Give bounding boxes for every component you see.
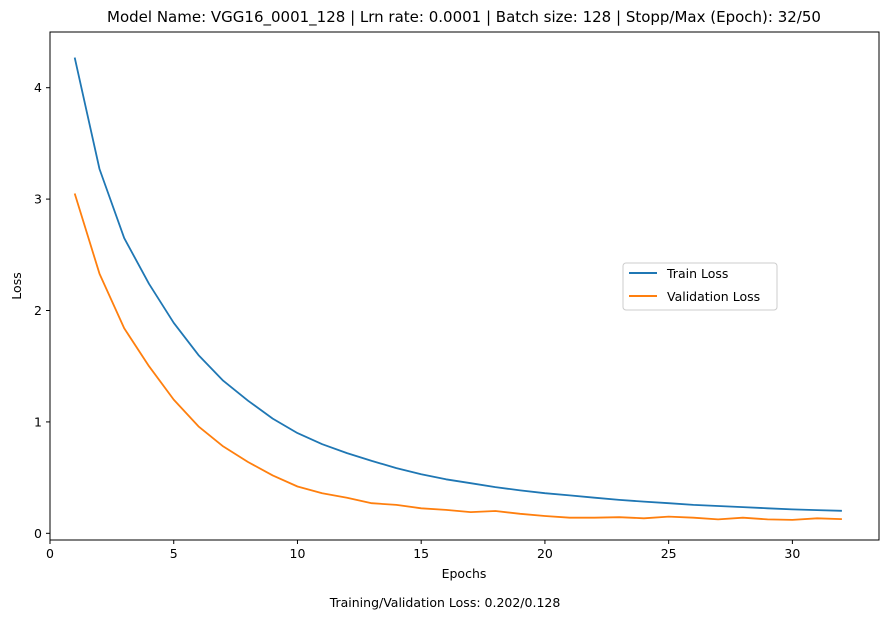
- chart-title: Model Name: VGG16_0001_128 | Lrn rate: 0…: [107, 8, 821, 27]
- series-line-validation: [73, 193, 842, 521]
- loss-summary-caption: Training/Validation Loss: 0.202/0.128: [329, 595, 561, 610]
- y-tick-label: 0: [34, 526, 42, 541]
- x-tick-label: 15: [413, 546, 429, 561]
- legend-box: [622, 262, 778, 311]
- x-axis-label: Epochs: [442, 566, 487, 581]
- legend-label-train: Train Loss: [666, 266, 728, 281]
- x-axis: 0 5 10 15 20 25 30: [46, 540, 800, 561]
- plot-area: [73, 57, 842, 521]
- x-tick-label: 0: [46, 546, 54, 561]
- y-tick-label: 2: [34, 303, 42, 318]
- y-tick-label: 1: [34, 414, 42, 429]
- x-tick-label: 30: [784, 546, 800, 561]
- x-tick-label: 10: [290, 546, 306, 561]
- legend: Train Loss Validation Loss: [622, 262, 778, 311]
- y-tick-label: 4: [34, 80, 42, 95]
- y-tick-label: 3: [34, 192, 42, 207]
- legend-label-validation: Validation Loss: [667, 289, 760, 304]
- series-line-train: [73, 57, 842, 512]
- plot-frame: [49, 31, 880, 541]
- y-axis: 0 1 2 3 4: [34, 80, 50, 541]
- x-tick-label: 20: [537, 546, 553, 561]
- y-axis-label: Loss: [9, 272, 24, 299]
- x-tick-label: 5: [170, 546, 178, 561]
- x-tick-label: 25: [661, 546, 677, 561]
